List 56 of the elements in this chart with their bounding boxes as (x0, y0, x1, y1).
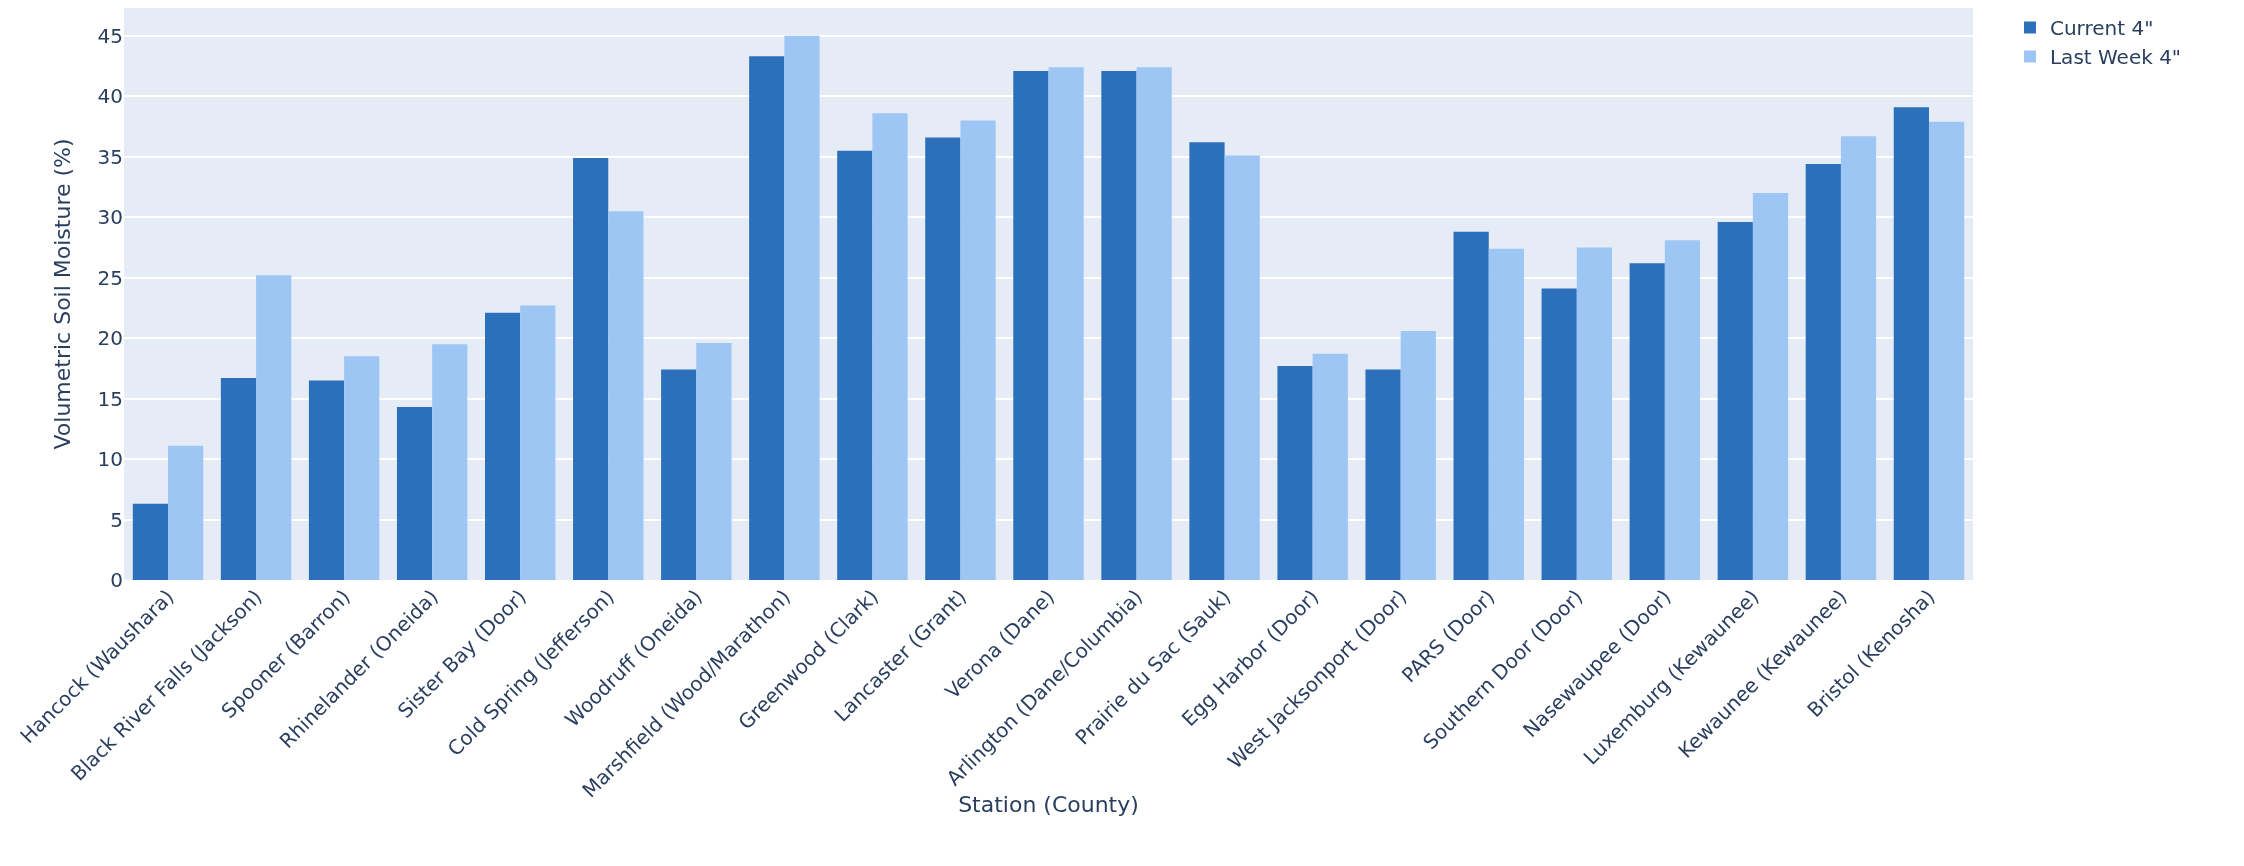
bar (1312, 353, 1348, 580)
bar (1136, 67, 1172, 580)
y-tick-label: 35 (97, 144, 123, 169)
bar (1893, 107, 1929, 580)
bar (784, 35, 820, 580)
bar (1400, 330, 1436, 580)
bar (396, 407, 433, 580)
bar (837, 150, 873, 580)
bar (1717, 222, 1753, 580)
bar (344, 356, 380, 580)
bar (925, 137, 961, 580)
bar (1488, 248, 1524, 580)
bar (1541, 288, 1577, 580)
y-tick-label: 10 (97, 447, 123, 472)
bar (1101, 70, 1137, 580)
bar (1664, 240, 1701, 580)
bar (1189, 142, 1225, 580)
bar (132, 503, 169, 580)
bar (432, 344, 468, 580)
y-tick-label: 15 (97, 386, 123, 411)
bar (1224, 155, 1260, 580)
bar (608, 211, 644, 580)
bar (1453, 231, 1489, 580)
bar (960, 120, 996, 580)
y-tick-label: 5 (110, 507, 123, 532)
legend-label: Last Week 4" (2049, 45, 2182, 70)
bar (1752, 193, 1789, 580)
bar (1629, 263, 1665, 580)
bar (1013, 70, 1049, 580)
y-tick-label: 40 (97, 84, 123, 109)
bar (749, 56, 785, 580)
bar (696, 342, 732, 580)
bar (573, 157, 609, 580)
bar (256, 275, 292, 580)
bar (485, 312, 521, 580)
bar (220, 378, 257, 580)
bar (1928, 121, 1965, 580)
bar (168, 445, 204, 580)
legend-label: Current 4" (2049, 16, 2154, 41)
bar (1576, 247, 1612, 580)
bar (308, 380, 345, 580)
bar (1277, 365, 1313, 580)
y-tick-label: 0 (110, 568, 123, 592)
y-axis-title: Volumetric Soil Moisture (%) (50, 138, 76, 450)
bar (872, 113, 908, 580)
bar (520, 305, 556, 580)
y-tick-label: 45 (97, 23, 123, 48)
bar (1048, 67, 1084, 580)
bar (1840, 136, 1877, 580)
bar (1365, 369, 1401, 580)
y-tick-label: 30 (97, 205, 123, 230)
y-tick-label: 25 (97, 265, 123, 290)
bar (661, 369, 697, 580)
y-tick-label: 20 (97, 326, 123, 351)
bar (1805, 164, 1841, 580)
x-axis-title: Station (County) (958, 792, 1139, 818)
